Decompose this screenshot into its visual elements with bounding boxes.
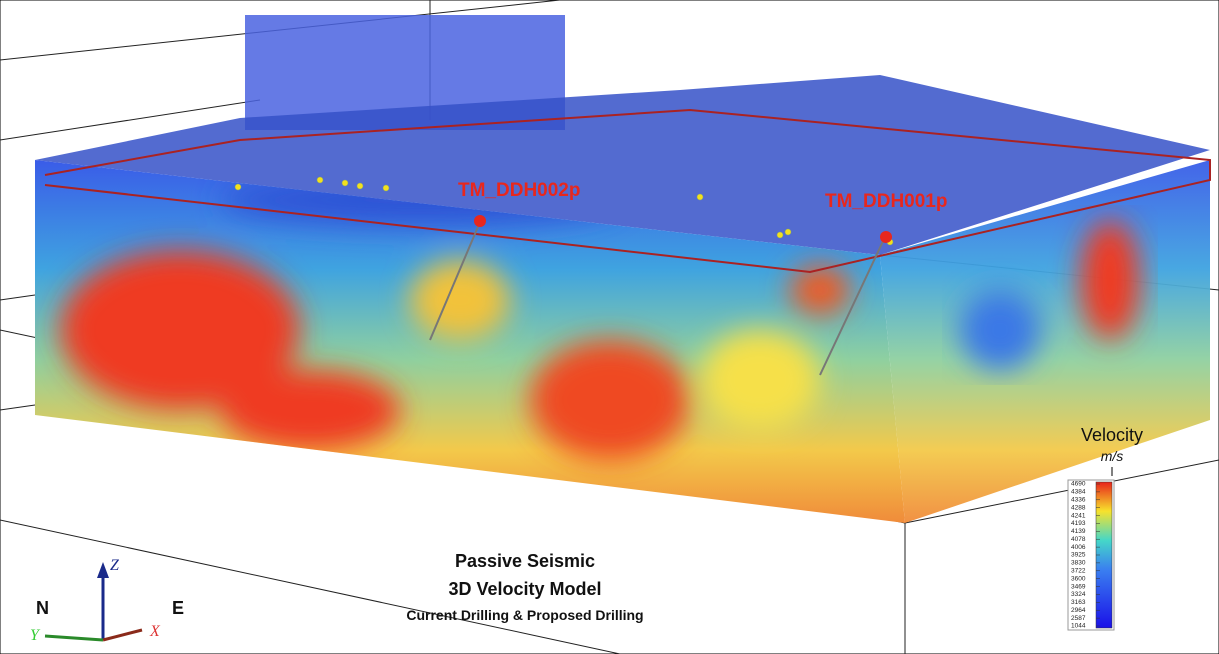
- legend-tick-label: 3830: [1071, 560, 1086, 567]
- legend-tick-label: 4241: [1071, 512, 1086, 519]
- legend-tick-label: 2587: [1071, 615, 1086, 622]
- legend: Velocity m/s 469043844336428842414193413…: [1067, 425, 1143, 631]
- legend-tick-label: 3722: [1071, 567, 1086, 574]
- legend-tick-label: 4139: [1071, 528, 1086, 535]
- axis-label: Y: [30, 627, 41, 644]
- right-blobs: [960, 220, 1140, 370]
- title-line: Passive Seismic: [455, 551, 595, 571]
- legend-tick-label: 4193: [1071, 520, 1086, 527]
- boundary: [44, 108, 1211, 274]
- legend-tick-label: 4690: [1071, 481, 1086, 488]
- legend-tick-label: 4384: [1071, 489, 1086, 496]
- legend-tick-label: 1044: [1071, 623, 1086, 630]
- proposed-hole: [880, 231, 892, 243]
- legend-tick-label: 3469: [1071, 583, 1086, 590]
- legend-tick-label: 4288: [1071, 504, 1086, 511]
- compass-label: N: [36, 598, 49, 618]
- axis-label: Z: [110, 557, 120, 574]
- legend-tick-label: 3600: [1071, 575, 1086, 582]
- title-line: Current Drilling & Proposed Drilling: [406, 607, 643, 623]
- legend-tick-label: 4336: [1071, 496, 1086, 503]
- legend-tick-label: 3324: [1071, 591, 1086, 598]
- drill-traces: [429, 221, 886, 376]
- legend-tick-label: 3163: [1071, 599, 1086, 606]
- axis-triad: Z X Y N E: [30, 557, 184, 644]
- legend-title: Velocity: [1081, 425, 1143, 445]
- legend-tick-label: 2964: [1071, 607, 1086, 614]
- legend-tick-label: 4006: [1071, 544, 1086, 551]
- compass-label: E: [172, 598, 184, 618]
- hole-label: TM_DDH001p: [825, 191, 947, 212]
- top-face: [35, 75, 1210, 255]
- title-line: 3D Velocity Model: [448, 579, 601, 599]
- legend-tick-label: 4078: [1071, 536, 1086, 543]
- legend-tick-label: 3925: [1071, 552, 1086, 559]
- axis-label: X: [149, 623, 161, 640]
- legend-unit: m/s: [1101, 448, 1124, 464]
- proposed-hole: [474, 215, 486, 227]
- hole-label: TM_DDH002p: [458, 180, 580, 201]
